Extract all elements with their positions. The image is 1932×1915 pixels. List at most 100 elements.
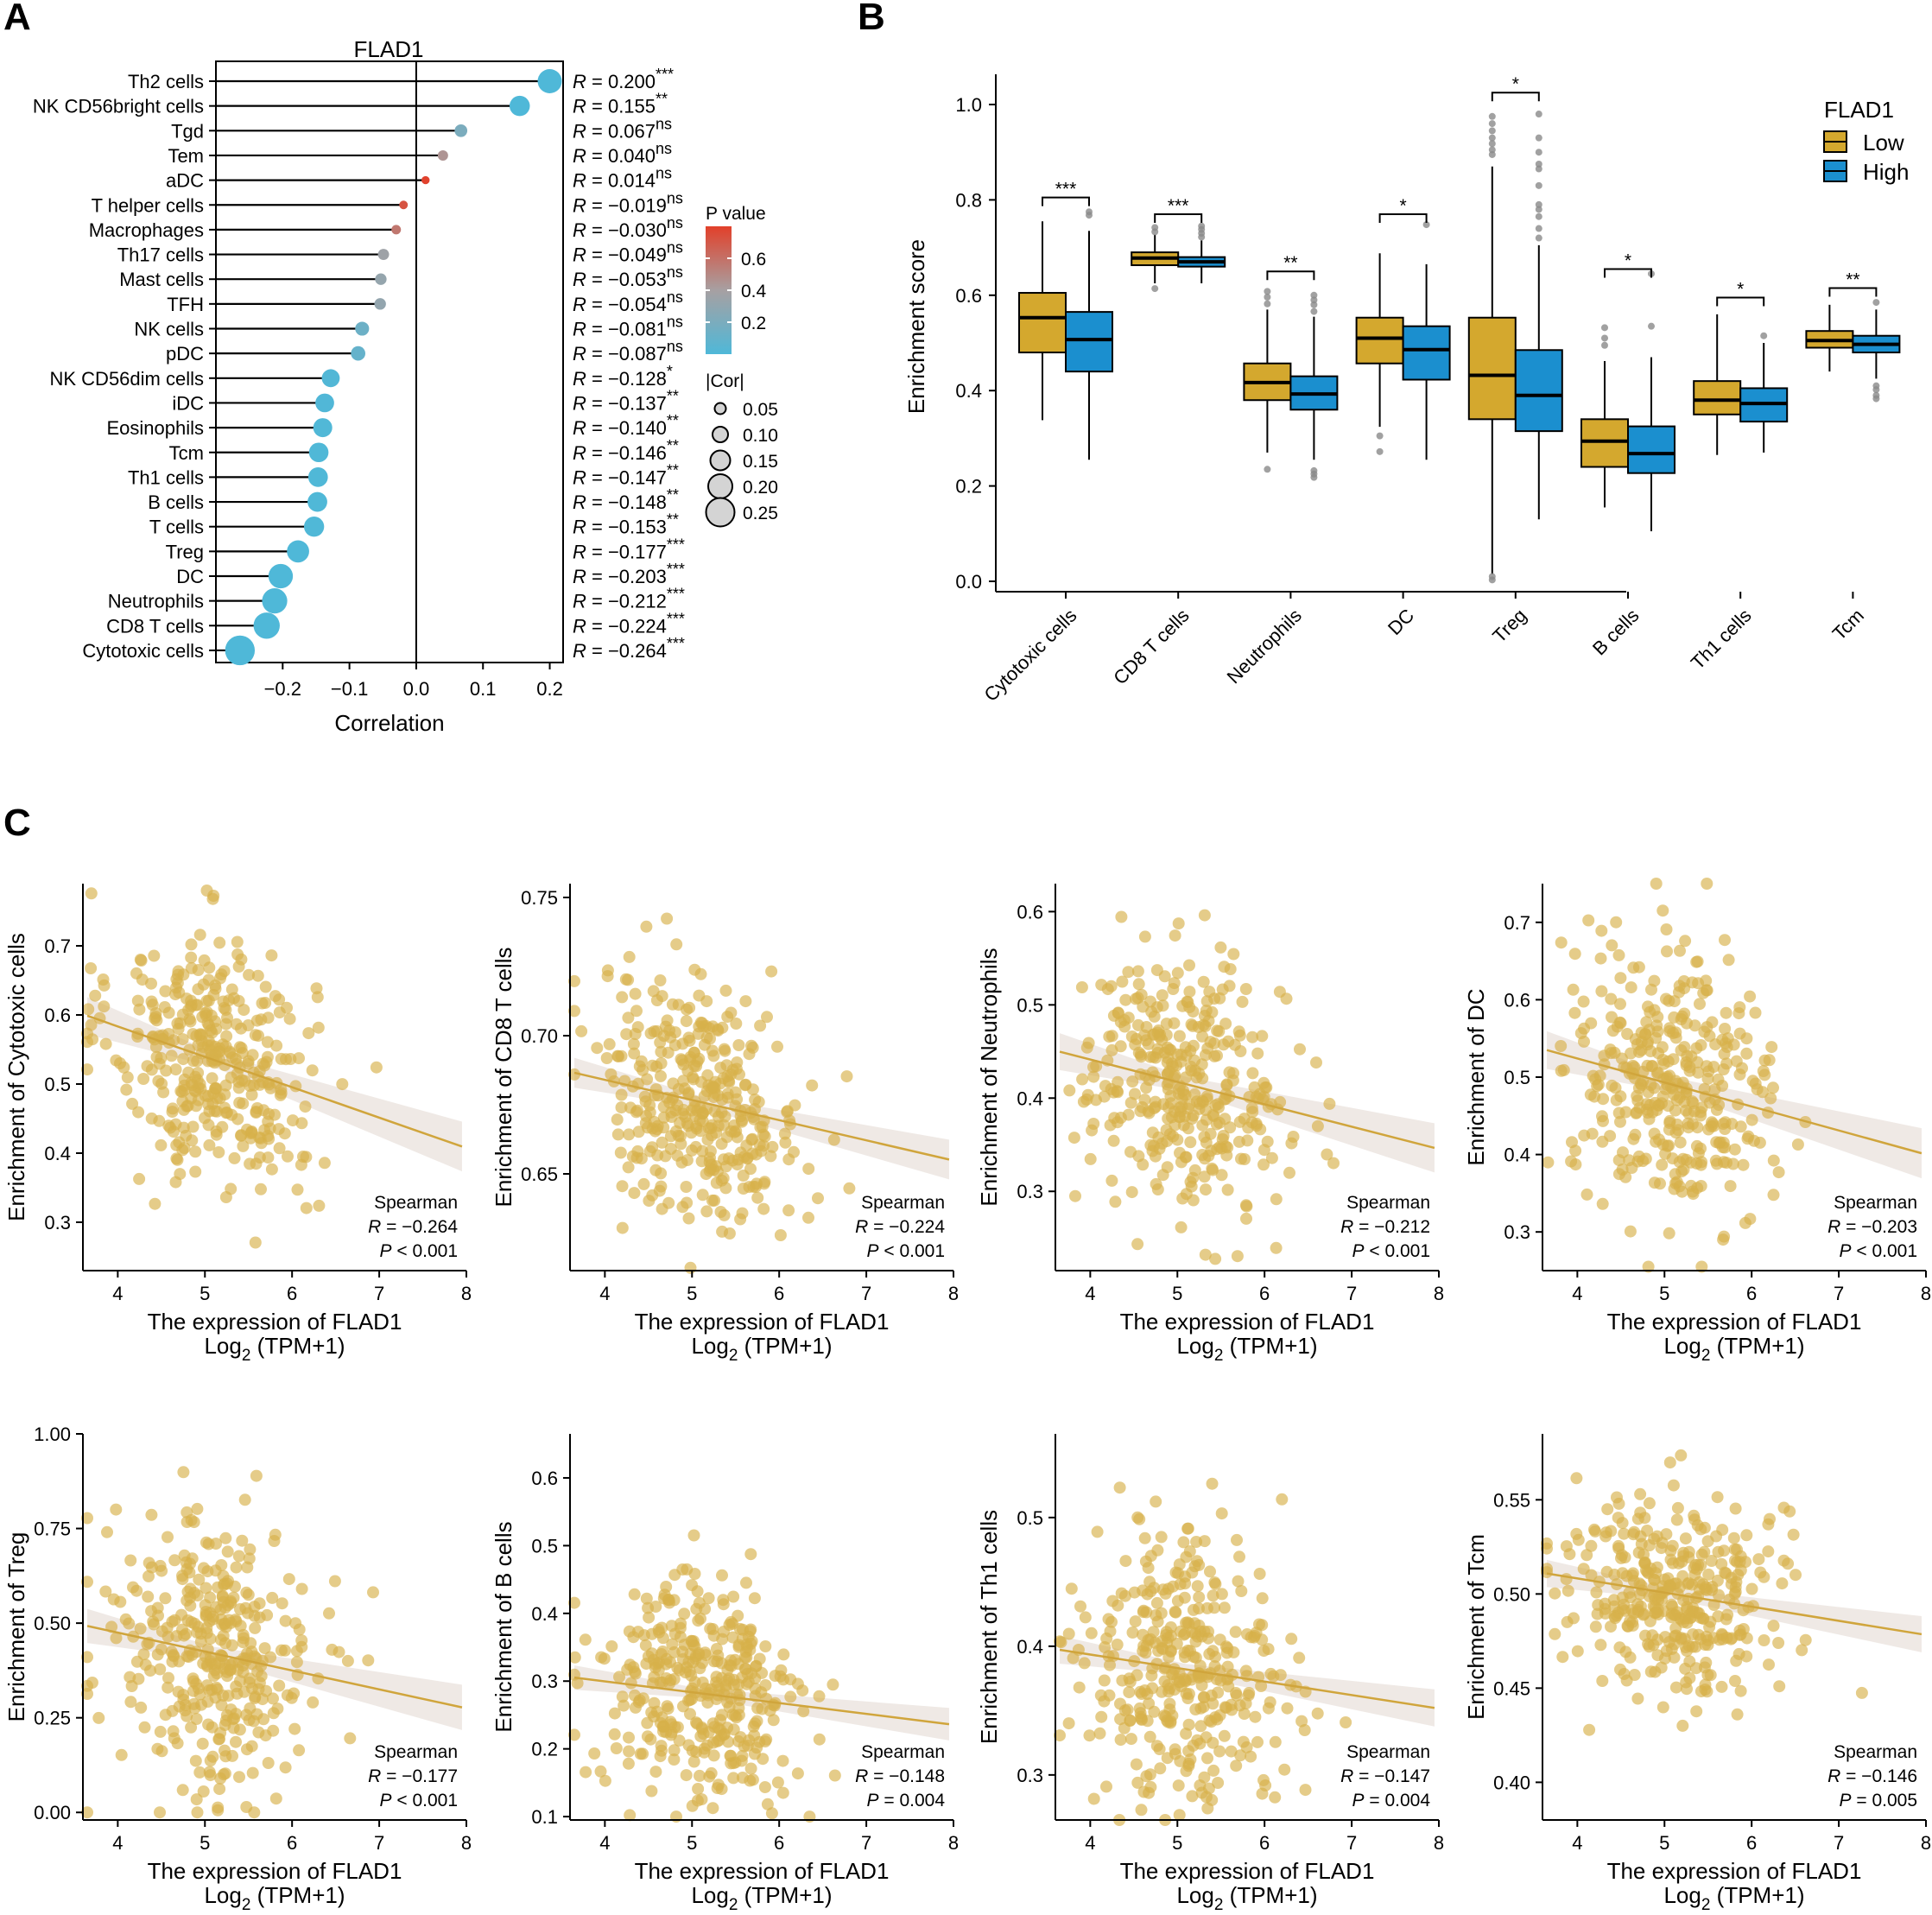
scatter-point bbox=[1206, 1477, 1219, 1490]
outlier-point bbox=[1310, 291, 1318, 299]
correlation-label: R = −0.146** bbox=[573, 437, 679, 464]
panel-a-plot-frame bbox=[215, 60, 564, 663]
scatter-point bbox=[623, 1731, 635, 1744]
scatter-point bbox=[191, 1806, 204, 1819]
y-tick-label: 0.2 bbox=[531, 1739, 558, 1760]
scatter-point bbox=[1772, 1637, 1785, 1649]
stats-r-letter: R bbox=[1827, 1217, 1840, 1237]
scatter-point bbox=[1138, 1094, 1151, 1107]
scatter-point bbox=[188, 1702, 201, 1715]
scatter-point bbox=[1690, 1662, 1702, 1675]
scatter-point bbox=[1701, 1669, 1714, 1682]
scatter-point bbox=[1173, 1082, 1186, 1095]
lollipop-dot bbox=[351, 346, 366, 361]
scatter-point bbox=[155, 1745, 168, 1758]
scatter-point bbox=[654, 974, 667, 986]
scatter-point bbox=[1173, 1030, 1186, 1043]
scatter-point bbox=[645, 1627, 658, 1640]
significance-stars: ** bbox=[1846, 270, 1859, 290]
regression-line bbox=[573, 1071, 950, 1161]
scatter-point bbox=[1182, 1718, 1195, 1731]
scatter-point bbox=[295, 1582, 308, 1595]
scatter-point bbox=[1734, 1684, 1747, 1697]
scatter-point bbox=[640, 920, 653, 933]
panel-b-box-chart: 0.00.20.40.60.81.0 Enrichment score ****… bbox=[903, 74, 1909, 706]
scatter-point bbox=[1556, 1651, 1569, 1664]
scatter-point bbox=[1197, 975, 1210, 988]
scatter-point bbox=[189, 1165, 202, 1178]
scatter-point bbox=[693, 1596, 706, 1609]
scatter-point bbox=[1614, 1115, 1626, 1128]
scatter-point bbox=[226, 1749, 238, 1762]
scatter-point bbox=[121, 1071, 134, 1084]
scatter-point bbox=[1207, 1764, 1220, 1777]
stats-p-number: = 0.005 bbox=[1852, 1791, 1917, 1810]
correlation-label: R = −0.053ns bbox=[573, 263, 683, 290]
correlation-label: R = −0.212*** bbox=[573, 586, 685, 612]
scatter-point bbox=[678, 1607, 691, 1620]
scatter-point bbox=[278, 1127, 291, 1140]
scatter-point bbox=[1184, 1753, 1197, 1766]
scatter-point bbox=[204, 1633, 217, 1646]
scatter-point bbox=[727, 1772, 740, 1785]
x-axis-title: The expression of FLAD1 bbox=[1120, 1858, 1375, 1884]
scatter-point bbox=[1613, 1641, 1626, 1654]
scatter-point bbox=[1660, 923, 1673, 935]
scatter-point bbox=[627, 1631, 640, 1644]
scatter-point bbox=[1767, 1189, 1780, 1202]
scatter-point bbox=[193, 929, 206, 942]
scatter-point bbox=[1637, 1155, 1650, 1168]
scatter-point bbox=[233, 1771, 245, 1784]
scatter-point bbox=[1686, 1640, 1699, 1653]
scatter-point bbox=[269, 990, 282, 1003]
r-label-letter: R bbox=[573, 466, 586, 488]
scatter-point bbox=[720, 1131, 733, 1144]
stats-r-letter: R bbox=[855, 1217, 868, 1237]
scatter-point bbox=[774, 1229, 787, 1241]
scatter-point bbox=[765, 1807, 778, 1820]
scatter-point bbox=[1652, 1099, 1665, 1112]
scatter-point bbox=[1705, 1555, 1718, 1567]
stats-p-number: = 0.004 bbox=[1365, 1791, 1431, 1810]
cell-type-label: Treg bbox=[166, 541, 204, 562]
y-axis-title: Enrichment of B cells bbox=[491, 1521, 516, 1732]
scatter-point bbox=[1130, 1758, 1143, 1771]
scatter-point bbox=[751, 1741, 763, 1754]
scatter-point bbox=[279, 1614, 292, 1627]
lollipop-dot bbox=[421, 175, 430, 185]
scatter-point bbox=[1232, 1025, 1245, 1038]
stats-r-letter: R bbox=[1340, 1217, 1353, 1237]
scatter-point bbox=[1614, 1663, 1626, 1676]
scatter-point bbox=[1156, 1137, 1169, 1150]
scatter-point bbox=[1195, 1786, 1208, 1799]
scatter-point bbox=[759, 1735, 771, 1748]
scatter-point bbox=[1570, 1472, 1583, 1485]
r-label-value: = −0.019 bbox=[586, 194, 667, 216]
scatter-point bbox=[1651, 1011, 1664, 1024]
scatter-point bbox=[1616, 1549, 1628, 1562]
scatter-point bbox=[1265, 1151, 1278, 1164]
cell-type-label: NK CD56dim cells bbox=[50, 368, 205, 390]
scatter-point bbox=[611, 1049, 624, 1062]
scatter-point bbox=[1181, 1522, 1194, 1535]
outlier-point bbox=[1535, 149, 1542, 156]
stats-r-number: = −0.212 bbox=[1353, 1217, 1430, 1237]
regression-line bbox=[1059, 1050, 1435, 1150]
scatter-point bbox=[1593, 1069, 1606, 1082]
scatter-point bbox=[127, 1581, 139, 1594]
scatter-point bbox=[1671, 1501, 1684, 1514]
correlation-label: R = −0.177*** bbox=[573, 536, 685, 562]
y-tick-label: 0.4 bbox=[531, 1603, 558, 1625]
scatter-point bbox=[1187, 1603, 1200, 1616]
scatter-point bbox=[1074, 1600, 1086, 1613]
scatter-point bbox=[1599, 1526, 1612, 1539]
log-label: Log bbox=[691, 1882, 728, 1908]
scatter-point bbox=[1650, 1019, 1663, 1032]
scatter-point bbox=[190, 1030, 203, 1043]
scatter-point bbox=[605, 1068, 618, 1081]
scatter-points bbox=[568, 912, 856, 1274]
x-category-label: Th1 cells bbox=[1687, 605, 1756, 674]
scatter-point bbox=[1156, 989, 1169, 1002]
stats-method: Spearman bbox=[861, 1742, 945, 1762]
